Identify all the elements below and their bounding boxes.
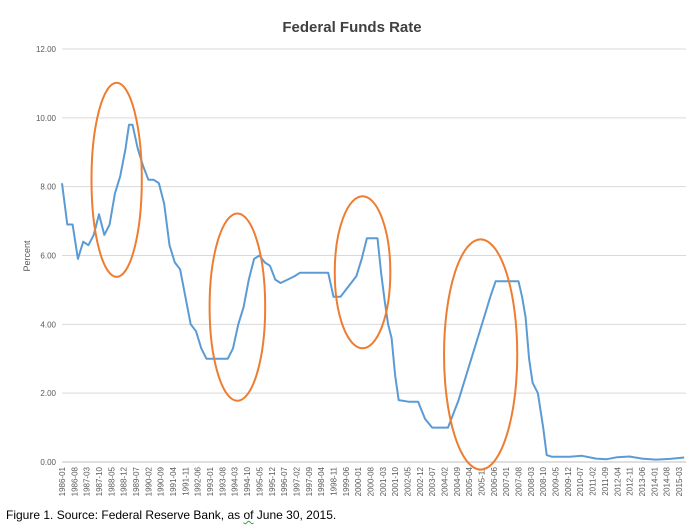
x-tick-label: 2011-02 bbox=[589, 466, 598, 495]
x-tick-label: 2008-10 bbox=[539, 466, 548, 496]
x-tick-label: 2013-06 bbox=[638, 466, 647, 496]
x-tick-label: 2009-12 bbox=[564, 466, 573, 496]
x-tick-label: 1990-02 bbox=[144, 466, 153, 496]
x-tick-label: 1991-11 bbox=[181, 466, 190, 495]
y-axis-label: Percent bbox=[22, 240, 32, 272]
x-tick-label: 2001-03 bbox=[379, 466, 388, 496]
x-tick-label: 2015-03 bbox=[675, 466, 684, 496]
gridlines bbox=[62, 48, 686, 463]
y-tick-label: 0.00 bbox=[40, 458, 56, 467]
y-tick-label: 4.00 bbox=[40, 320, 56, 329]
x-tick-label: 1986-08 bbox=[70, 466, 79, 496]
x-tick-label: 2010-07 bbox=[576, 466, 585, 496]
x-tick-label: 2000-01 bbox=[354, 466, 363, 496]
x-tick-label: 1995-12 bbox=[268, 466, 277, 496]
x-tick-label: 2004-09 bbox=[453, 466, 462, 496]
x-tick-label: 1993-01 bbox=[206, 466, 215, 496]
x-tick-label: 1993-08 bbox=[218, 466, 227, 496]
caption-suffix: June 30, 2015. bbox=[253, 508, 337, 522]
highlight-ellipse bbox=[333, 195, 392, 350]
x-tick-label: 2008-03 bbox=[527, 466, 536, 496]
x-tick-label: 1991-04 bbox=[169, 466, 178, 496]
x-tick-label: 2000-08 bbox=[366, 466, 375, 496]
x-tick-labels: 1986-01 1986-08 1987-03 1987-10 1988-05 1988-… bbox=[58, 466, 684, 496]
chart-title: Federal Funds Rate bbox=[282, 19, 421, 36]
x-tick-label: 2006-06 bbox=[490, 466, 499, 496]
x-tick-label: 1999-06 bbox=[342, 466, 351, 496]
caption-prefix: Figure 1. Source: Federal Reserve Bank, … bbox=[6, 508, 244, 522]
annotation-ellipses bbox=[90, 81, 519, 471]
y-tick-label: 8.00 bbox=[40, 183, 56, 192]
figure-caption: Figure 1. Source: Federal Reserve Bank, … bbox=[6, 508, 336, 522]
x-tick-label: 1994-03 bbox=[231, 466, 240, 496]
y-tick-label: 6.00 bbox=[40, 252, 56, 261]
x-tick-label: 2012-04 bbox=[613, 466, 622, 496]
highlight-ellipse bbox=[90, 81, 143, 278]
x-tick-label: 2001-10 bbox=[391, 466, 400, 496]
y-tick-labels: 0.00 2.00 4.00 6.00 8.00 10.00 12.00 bbox=[36, 45, 57, 467]
x-tick-label: 2014-08 bbox=[663, 466, 672, 496]
x-tick-label: 1986-01 bbox=[58, 466, 67, 496]
x-tick-label: 1987-03 bbox=[83, 466, 92, 496]
y-tick-label: 2.00 bbox=[40, 389, 56, 398]
x-tick-label: 1997-09 bbox=[305, 466, 314, 496]
x-tick-label: 1994-10 bbox=[243, 466, 252, 496]
highlight-ellipse bbox=[443, 238, 519, 471]
highlight-ellipse bbox=[208, 212, 267, 402]
x-tick-label: 1988-05 bbox=[107, 466, 116, 496]
x-tick-label: 1992-06 bbox=[194, 466, 203, 496]
caption-underlined: of bbox=[243, 508, 254, 522]
x-tick-label: 2011-09 bbox=[601, 466, 610, 495]
series-group bbox=[61, 123, 685, 461]
x-tick-label: 1998-11 bbox=[329, 466, 338, 495]
x-tick-label: 1995-05 bbox=[255, 466, 264, 496]
x-tick-label: 1987-10 bbox=[95, 466, 104, 496]
x-tick-label: 2005-11 bbox=[478, 466, 487, 495]
x-tick-label: 1988-12 bbox=[120, 466, 129, 496]
x-tick-label: 2007-08 bbox=[515, 466, 524, 496]
x-tick-label: 1996-07 bbox=[280, 466, 289, 496]
x-tick-label: 1998-04 bbox=[317, 466, 326, 496]
x-tick-label: 2009-05 bbox=[552, 466, 561, 496]
federal-funds-rate-line bbox=[61, 123, 685, 461]
x-tick-label: 2014-01 bbox=[650, 466, 659, 496]
x-tick-label: 2003-07 bbox=[428, 466, 437, 496]
x-tick-label: 1990-09 bbox=[157, 466, 166, 496]
y-tick-label: 10.00 bbox=[36, 114, 57, 123]
x-tick-label: 2012-11 bbox=[626, 466, 635, 495]
x-tick-label: 1997-02 bbox=[292, 466, 301, 496]
y-tick-label: 12.00 bbox=[36, 45, 57, 54]
x-tick-label: 2002-12 bbox=[416, 466, 425, 496]
x-tick-label: 2005-04 bbox=[465, 466, 474, 496]
x-tick-label: 2007-01 bbox=[502, 466, 511, 496]
x-tick-label: 2002-05 bbox=[403, 466, 412, 496]
x-tick-label: 1989-07 bbox=[132, 466, 141, 496]
x-tick-label: 2004-02 bbox=[441, 466, 450, 496]
